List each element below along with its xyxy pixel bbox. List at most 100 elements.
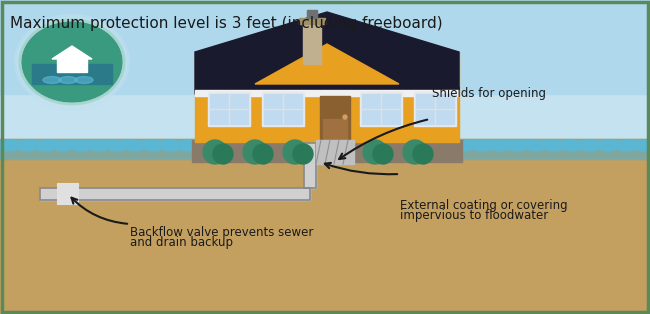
Bar bbox=[304, 143, 316, 188]
Text: and drain backup: and drain backup bbox=[130, 236, 233, 249]
Bar bbox=[40, 188, 310, 200]
Circle shape bbox=[293, 144, 313, 164]
Ellipse shape bbox=[89, 141, 109, 151]
Ellipse shape bbox=[199, 140, 221, 148]
Ellipse shape bbox=[99, 140, 121, 148]
Ellipse shape bbox=[0, 140, 21, 148]
Bar bbox=[0, 0, 650, 94]
Text: External coating or covering: External coating or covering bbox=[400, 199, 567, 212]
Ellipse shape bbox=[219, 140, 241, 148]
Ellipse shape bbox=[35, 141, 55, 151]
Bar bbox=[57, 57, 87, 72]
Ellipse shape bbox=[599, 140, 621, 148]
Ellipse shape bbox=[53, 141, 73, 151]
Ellipse shape bbox=[39, 140, 61, 148]
Ellipse shape bbox=[119, 140, 141, 148]
Ellipse shape bbox=[107, 141, 127, 151]
Circle shape bbox=[213, 144, 233, 164]
Circle shape bbox=[343, 115, 347, 119]
Ellipse shape bbox=[79, 140, 101, 148]
Circle shape bbox=[253, 144, 273, 164]
Ellipse shape bbox=[339, 140, 361, 148]
Ellipse shape bbox=[526, 141, 546, 151]
Text: Shields for opening: Shields for opening bbox=[432, 88, 546, 100]
Ellipse shape bbox=[399, 140, 421, 148]
Bar bbox=[262, 92, 304, 126]
Ellipse shape bbox=[580, 141, 600, 151]
Bar bbox=[299, 18, 325, 24]
Ellipse shape bbox=[299, 140, 321, 148]
Ellipse shape bbox=[143, 141, 163, 151]
Ellipse shape bbox=[616, 141, 636, 151]
Ellipse shape bbox=[239, 140, 261, 148]
Ellipse shape bbox=[0, 141, 19, 151]
Ellipse shape bbox=[359, 140, 381, 148]
Ellipse shape bbox=[22, 22, 122, 102]
Ellipse shape bbox=[459, 140, 481, 148]
Ellipse shape bbox=[379, 140, 401, 148]
Ellipse shape bbox=[539, 140, 561, 148]
Ellipse shape bbox=[559, 140, 581, 148]
Ellipse shape bbox=[544, 141, 564, 151]
Ellipse shape bbox=[161, 141, 181, 151]
Ellipse shape bbox=[519, 140, 541, 148]
Ellipse shape bbox=[59, 140, 81, 148]
Ellipse shape bbox=[598, 141, 618, 151]
Ellipse shape bbox=[490, 141, 510, 151]
Polygon shape bbox=[195, 12, 459, 94]
Bar bbox=[303, 19, 321, 64]
Bar bbox=[320, 96, 350, 142]
Bar bbox=[304, 143, 316, 188]
Bar bbox=[58, 184, 78, 204]
Ellipse shape bbox=[197, 141, 217, 151]
Circle shape bbox=[363, 140, 387, 164]
Bar bbox=[307, 10, 317, 18]
Polygon shape bbox=[52, 46, 92, 59]
Ellipse shape bbox=[179, 140, 201, 148]
Ellipse shape bbox=[472, 141, 492, 151]
Bar bbox=[323, 119, 347, 139]
Ellipse shape bbox=[439, 140, 461, 148]
Ellipse shape bbox=[562, 141, 582, 151]
Bar bbox=[0, 144, 650, 314]
Circle shape bbox=[413, 144, 433, 164]
Ellipse shape bbox=[454, 141, 474, 151]
Bar bbox=[360, 92, 402, 126]
Ellipse shape bbox=[419, 140, 441, 148]
Ellipse shape bbox=[71, 141, 91, 151]
Ellipse shape bbox=[14, 14, 129, 110]
Ellipse shape bbox=[43, 77, 61, 84]
Ellipse shape bbox=[479, 140, 501, 148]
Ellipse shape bbox=[639, 140, 650, 148]
Ellipse shape bbox=[319, 140, 341, 148]
Bar bbox=[32, 64, 112, 84]
Bar bbox=[40, 188, 310, 200]
Bar bbox=[210, 94, 248, 124]
Text: impervious to floodwater: impervious to floodwater bbox=[400, 209, 548, 222]
Bar bbox=[316, 140, 354, 164]
Circle shape bbox=[203, 140, 227, 164]
Text: Maximum protection level is 3 feet (including freeboard): Maximum protection level is 3 feet (incl… bbox=[10, 16, 443, 31]
Bar bbox=[416, 94, 454, 124]
Polygon shape bbox=[255, 44, 399, 84]
Ellipse shape bbox=[75, 77, 93, 84]
Circle shape bbox=[403, 140, 427, 164]
Bar bbox=[208, 92, 250, 126]
Ellipse shape bbox=[508, 141, 528, 151]
Ellipse shape bbox=[499, 140, 521, 148]
Bar bbox=[455, 139, 650, 159]
Bar bbox=[0, 139, 195, 159]
Ellipse shape bbox=[59, 77, 77, 84]
Bar bbox=[0, 139, 650, 159]
Circle shape bbox=[243, 140, 267, 164]
Ellipse shape bbox=[619, 140, 641, 148]
Ellipse shape bbox=[125, 141, 145, 151]
Circle shape bbox=[373, 144, 393, 164]
Bar bbox=[0, 0, 650, 164]
Ellipse shape bbox=[139, 140, 161, 148]
Bar bbox=[192, 140, 462, 162]
Circle shape bbox=[283, 140, 307, 164]
Bar bbox=[414, 92, 456, 126]
Ellipse shape bbox=[179, 141, 199, 151]
Ellipse shape bbox=[259, 140, 281, 148]
